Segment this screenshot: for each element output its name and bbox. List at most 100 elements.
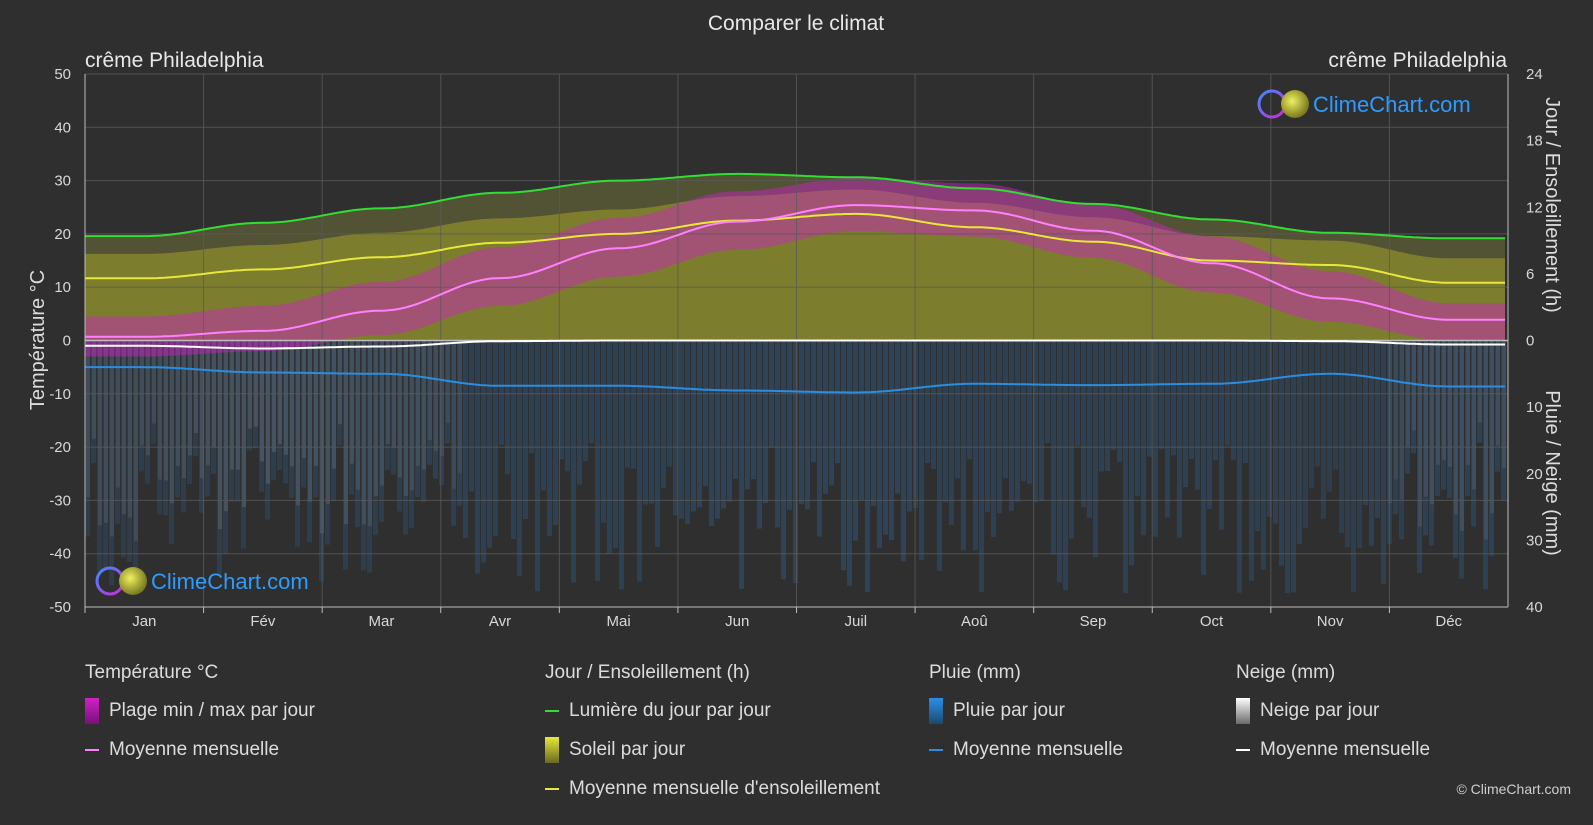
rain-day-bar	[193, 340, 198, 457]
rain-day-bar	[529, 340, 534, 454]
rain-day-bar	[751, 340, 756, 480]
x-tick-label: Fév	[250, 613, 276, 630]
rain-day-bar	[919, 340, 924, 560]
rain-day-bar	[577, 340, 582, 485]
rain-day-bar	[1207, 340, 1212, 509]
rain-day-bar	[433, 340, 438, 479]
snow-day-bar	[260, 340, 264, 462]
rain-day-bar	[1093, 340, 1098, 558]
rain-day-bar	[1141, 340, 1146, 536]
x-tick-label: Jun	[725, 613, 749, 630]
area-fills	[85, 173, 1505, 357]
rain-day-bar	[625, 340, 630, 468]
rain-day-bar	[1405, 340, 1410, 474]
rain-day-bar	[1255, 340, 1260, 532]
snow-day-bar	[1502, 340, 1506, 469]
rain-day-bar	[979, 340, 984, 592]
snow-day-bar	[1418, 340, 1422, 527]
rain-day-bar	[1261, 340, 1266, 570]
snow-day-bar	[356, 340, 360, 490]
y-right-top-tick-label: 24	[1526, 66, 1543, 83]
snow-mean-line	[85, 339, 1505, 350]
rain-day-bar	[409, 340, 414, 528]
rain-day-bar	[967, 340, 972, 460]
snow-day-bar	[350, 340, 354, 464]
rain-day-bar	[1351, 340, 1356, 593]
rain-day-bar	[1099, 340, 1104, 472]
rain-day-bar	[1411, 340, 1416, 454]
rain-day-bar	[553, 340, 558, 525]
snow-day-bar	[1454, 340, 1458, 515]
snow-swatch	[1236, 698, 1250, 724]
rain-day-bar	[493, 340, 498, 536]
rain-day-bar	[961, 340, 966, 551]
rain-day-bar	[343, 340, 348, 570]
rain-day-bar	[259, 340, 264, 492]
legend-sunshine-label: Soleil par jour	[569, 739, 686, 760]
y-left-tick-label: -40	[49, 546, 71, 563]
snow-day-bar	[254, 340, 258, 427]
rain-day-bar	[469, 340, 474, 492]
snow-day-bar	[92, 340, 96, 439]
rain-day-bar	[601, 340, 606, 523]
rain-day-bar	[451, 340, 456, 526]
x-tick-label: Aoû	[961, 613, 988, 630]
rain-day-bar	[1237, 340, 1242, 593]
y-left-tick-label: -20	[49, 439, 71, 456]
rain-day-bar	[157, 340, 162, 515]
rain-day-bar	[745, 340, 750, 490]
sunshine-area	[85, 189, 1505, 341]
snow-day-bar	[134, 340, 138, 541]
snow-day-bar	[1460, 340, 1464, 531]
rain-day-bar	[535, 340, 540, 592]
daily-bars	[85, 340, 1508, 594]
rain-day-bar	[127, 340, 132, 562]
rain-day-bar	[829, 340, 834, 486]
rain-day-bar	[361, 340, 366, 571]
snow-day-bar	[428, 340, 432, 441]
location-right: crême Philadelphia	[1328, 49, 1507, 72]
rain-day-bar	[505, 340, 510, 475]
rain-day-bar	[811, 340, 816, 463]
rain-day-bar	[817, 340, 822, 537]
rain-day-bar	[1447, 340, 1452, 499]
rain-day-bar	[781, 340, 786, 580]
rain-day-bar	[1015, 340, 1020, 503]
rain-day-bar	[415, 340, 420, 498]
snow-day-bar	[416, 340, 420, 466]
snow-day-bar	[386, 340, 390, 444]
rain-day-bar	[631, 340, 636, 469]
rain-day-bar	[1243, 340, 1248, 463]
snow-day-bar	[1412, 340, 1416, 431]
rain-day-bar	[985, 340, 990, 513]
chart-canvas: Comparer le climat crême Philadelphia cr…	[27, 12, 1563, 630]
sunshine-mean-swatch	[545, 788, 559, 790]
snow-day-bar	[248, 340, 252, 429]
x-tick-label: Oct	[1200, 613, 1224, 630]
rain-day-bar	[475, 340, 480, 574]
rain-day-bar	[313, 340, 318, 498]
rain-day-bar	[1147, 340, 1152, 457]
rain-day-bar	[1045, 340, 1050, 444]
rain-day-bar	[523, 340, 528, 519]
legend-rain-label: Pluie par jour	[953, 700, 1065, 721]
snow-day-bar	[1496, 340, 1500, 446]
snow-day-bar	[200, 340, 204, 479]
rain-day-bar	[1027, 340, 1032, 484]
chart-title: Comparer le climat	[708, 12, 884, 35]
snow-day-bar	[146, 340, 150, 456]
snow-day-bar	[1400, 340, 1404, 500]
legend-daylight-label: Lumière du jour par jour	[569, 700, 771, 721]
rain-day-bar	[685, 340, 690, 524]
legend-temperature-title: Température °C	[85, 662, 219, 683]
legend-temp-mean-label: Moyenne mensuelle	[109, 739, 280, 760]
rain-day-bar	[301, 340, 306, 488]
rain-day-bar	[373, 340, 378, 535]
snow-day-bar	[1436, 340, 1440, 465]
rain-day-bar	[1459, 340, 1464, 579]
snow-day-bar	[110, 340, 114, 537]
rain-day-bar	[199, 340, 204, 513]
snow-day-bar	[188, 340, 192, 456]
snow-day-bar	[1424, 340, 1428, 497]
rain-day-bar	[1423, 340, 1428, 536]
